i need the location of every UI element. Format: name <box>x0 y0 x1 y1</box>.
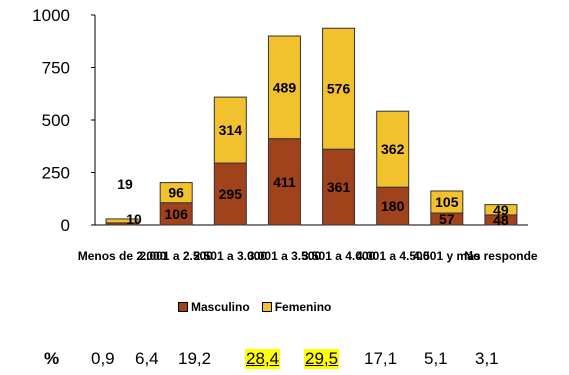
data-label-femenino: 19 <box>117 176 133 192</box>
x-tick-label: 3.501 a 4.000 <box>302 249 376 263</box>
bar-femenino <box>322 27 356 150</box>
data-label-masculino: 361 <box>327 179 351 195</box>
percent-value: 29,5 <box>304 349 340 369</box>
x-tick-label: 4.501 y más <box>413 249 481 263</box>
percent-value: 28,4 <box>245 349 281 369</box>
data-label-femenino: 362 <box>381 141 405 157</box>
x-tick-label: No responde <box>464 249 538 263</box>
bar-masculino <box>322 148 356 226</box>
data-label-femenino: 576 <box>327 81 351 97</box>
percent-value: 6,4 <box>135 349 159 368</box>
data-label-femenino: 96 <box>168 185 184 201</box>
x-tick-label: 2.001 a 2.500 <box>139 249 213 263</box>
legend-label-masculino: Masculino <box>191 300 250 314</box>
percent-value: 19,2 <box>178 349 212 368</box>
bar-femenino <box>267 35 301 140</box>
percent-row: % 0,9 6,4 19,2 28,4 29,5 17,1 5,1 3,1 <box>0 349 569 373</box>
percent-value: 5,1 <box>424 349 448 368</box>
y-tick-label: 1000 <box>32 6 70 25</box>
y-tick-label: 750 <box>42 59 70 78</box>
bar-femenino <box>376 110 410 188</box>
data-label-masculino: 295 <box>219 186 243 202</box>
y-tick-label: 250 <box>42 164 70 183</box>
bar-masculino <box>376 186 410 226</box>
percent-row-label: % <box>44 349 60 368</box>
bar-femenino <box>105 218 139 224</box>
x-tick-label: 2.501 a 3.000 <box>194 249 268 263</box>
bar-femenino <box>159 182 193 204</box>
y-tick-label: 500 <box>42 111 70 130</box>
percent-value: 17,1 <box>364 349 398 368</box>
data-label-masculino: 57 <box>439 211 455 227</box>
data-label-femenino: 49 <box>493 202 509 218</box>
data-label-femenino: 105 <box>435 194 459 210</box>
chart-legend: Masculino Femenino <box>178 300 331 314</box>
bar-femenino <box>430 190 464 214</box>
percent-value: 3,1 <box>475 349 499 368</box>
data-label-masculino: 10 <box>126 211 142 227</box>
bar-femenino <box>213 96 247 164</box>
legend-item-masculino: Masculino <box>178 300 250 314</box>
x-tick-label: 4.001 a 4.500 <box>356 249 430 263</box>
legend-swatch-femenino <box>261 302 272 312</box>
data-label-femenino: 314 <box>219 122 243 138</box>
data-label-masculino: 180 <box>381 198 405 214</box>
data-label-masculino: 106 <box>165 206 189 222</box>
legend-swatch-masculino <box>178 302 188 312</box>
bar-femenino <box>484 204 518 216</box>
legend-label-femenino: Femenino <box>274 300 332 314</box>
data-label-femenino: 489 <box>273 79 297 95</box>
x-tick-label: 3.001 a 3.500 <box>248 249 322 263</box>
legend-item-femenino: Femenino <box>261 300 332 314</box>
data-label-masculino: 48 <box>493 212 509 228</box>
data-label-masculino: 411 <box>273 174 296 190</box>
stacked-bar-chart: 0 250 500 750 1000 10 19 106 96 295 314 411 489 361 57… <box>32 6 538 263</box>
y-tick-label: 0 <box>61 216 70 235</box>
x-tick-label: Menos de 2.000 <box>78 249 167 263</box>
percent-value: 0,9 <box>91 349 115 368</box>
